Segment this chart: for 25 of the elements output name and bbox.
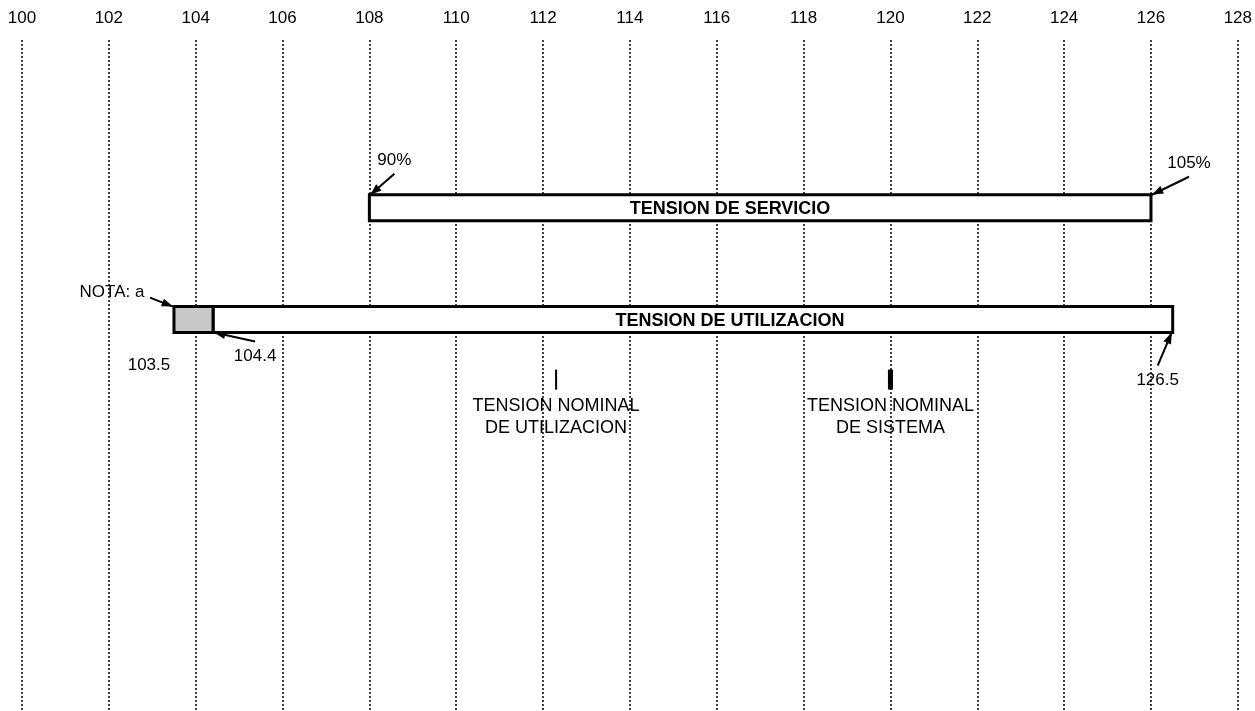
x-tick-label: 102 [94, 8, 124, 27]
annotation: 104.4 [233, 346, 277, 366]
y-tick-label: TENSION DE UTILIZACION [615, 309, 845, 330]
x-tick-label: 104 [181, 8, 210, 27]
annotation: 105% [1167, 153, 1211, 173]
x-tick-label: 118 [790, 8, 818, 27]
x-tick-label: 106 [268, 8, 297, 27]
x-tick-label: 124 [1049, 8, 1079, 27]
ref-line-label: TENSION NOMINAL DE UTILIZACION [472, 394, 640, 437]
x-tick-label: 128 [1223, 8, 1253, 27]
x-tick-label: 112 [529, 8, 557, 27]
x-tick-label: 116 [703, 8, 731, 27]
annotation: NOTA: a [79, 282, 145, 302]
y-tick-label: TENSION DE SERVICIO [629, 197, 831, 218]
x-tick-label: 100 [7, 8, 37, 27]
annotation: 103.5 [127, 355, 171, 375]
x-tick-label: 114 [616, 8, 644, 27]
annotation: 126.5 [1136, 370, 1179, 390]
ref-line-label: TENSION NOMINAL DE SISTEMA [806, 394, 974, 437]
annotation: 90% [377, 150, 412, 170]
x-tick-label: 108 [355, 8, 384, 27]
x-tick-label: 110 [442, 8, 470, 27]
x-tick-label: 120 [876, 8, 905, 27]
x-tick-label: 126 [1136, 8, 1166, 27]
x-tick-label: 122 [963, 8, 992, 27]
